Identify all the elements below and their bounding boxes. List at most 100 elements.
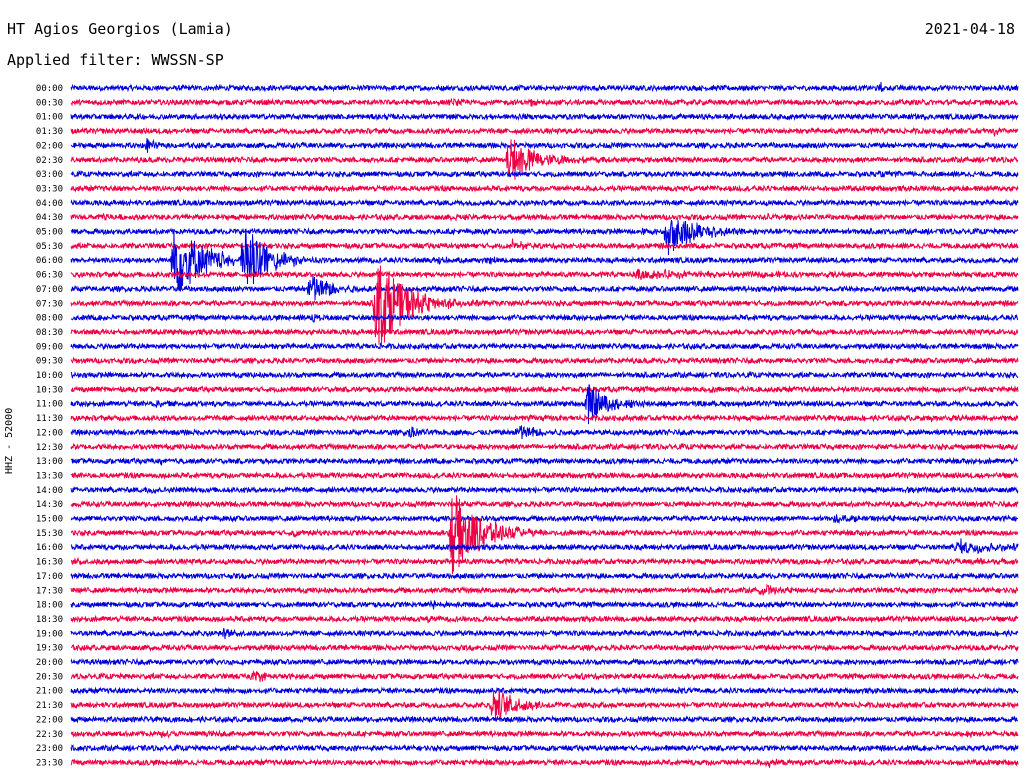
row-time-label: 15:00	[36, 515, 63, 525]
row-time-label: 03:00	[36, 170, 63, 180]
trace-02-00	[70, 138, 1019, 153]
row-time-label: 02:00	[36, 141, 63, 151]
row-time-label: 21:30	[36, 701, 63, 711]
row-time-label: 20:30	[36, 672, 63, 682]
trace-02-30	[70, 139, 1019, 180]
row-time-label: 12:00	[36, 428, 63, 438]
row-time-label: 10:30	[36, 385, 63, 395]
row-time-label: 17:00	[36, 572, 63, 582]
row-time-label: 14:30	[36, 500, 63, 510]
row-time-label: 11:30	[36, 414, 63, 424]
row-time-label: 18:00	[36, 601, 63, 611]
trace-18-30	[70, 614, 1019, 624]
trace-14-30	[70, 499, 1019, 509]
trace-23-00	[70, 743, 1019, 753]
row-time-label: 22:00	[36, 715, 63, 725]
trace-16-00	[70, 538, 1019, 554]
row-time-label: 06:30	[36, 271, 63, 281]
row-time-label: 16:30	[36, 558, 63, 568]
trace-03-00	[70, 169, 1019, 179]
row-time-label: 21:00	[36, 687, 63, 697]
row-time-label: 01:30	[36, 127, 63, 137]
row-time-label: 05:30	[36, 242, 63, 252]
row-time-label: 17:30	[36, 586, 63, 596]
row-time-label: 02:30	[36, 156, 63, 166]
trace-10-30	[70, 385, 1019, 394]
trace-04-00	[70, 198, 1019, 208]
trace-08-00	[70, 313, 1019, 323]
row-time-label: 11:00	[36, 400, 63, 410]
trace-13-30	[70, 471, 1019, 480]
row-time-label: 08:00	[36, 314, 63, 324]
row-time-label: 04:00	[36, 199, 63, 209]
trace-16-30	[70, 556, 1019, 566]
row-time-label: 14:00	[36, 486, 63, 496]
trace-06-00	[70, 228, 1019, 292]
trace-20-30	[70, 670, 1019, 683]
trace-05-00	[70, 220, 1019, 255]
filter-label: Applied filter: WWSSN-SP	[7, 51, 224, 69]
row-time-label: 23:00	[36, 744, 63, 754]
trace-03-30	[70, 184, 1019, 193]
trace-15-30	[70, 495, 1019, 575]
row-time-label: 12:30	[36, 443, 63, 453]
trace-21-30	[70, 688, 1019, 722]
trace-10-00	[70, 370, 1019, 380]
row-time-label: 13:00	[36, 457, 63, 467]
row-time-label: 06:00	[36, 256, 63, 266]
trace-15-00	[70, 514, 1019, 525]
trace-09-00	[70, 341, 1019, 351]
trace-04-30	[70, 212, 1019, 223]
row-time-label: 10:00	[36, 371, 63, 381]
trace-23-30	[70, 758, 1019, 768]
row-time-label: 08:30	[36, 328, 63, 338]
row-time-label: 07:30	[36, 299, 63, 309]
trace-11-30	[70, 413, 1019, 423]
trace-13-00	[70, 456, 1019, 466]
row-time-label: 07:00	[36, 285, 63, 295]
trace-09-30	[70, 356, 1019, 366]
trace-00-00	[70, 82, 1019, 93]
station-title: HT Agios Georgios (Lamia)	[7, 20, 233, 38]
trace-14-00	[70, 485, 1019, 495]
trace-22-00	[70, 715, 1019, 724]
trace-07-00	[70, 275, 1019, 301]
trace-06-30	[70, 268, 1019, 281]
trace-20-00	[70, 657, 1019, 667]
trace-01-00	[70, 112, 1019, 122]
row-time-label: 00:00	[36, 84, 63, 94]
trace-18-00	[70, 599, 1019, 610]
record-date: 2021-04-18	[924, 20, 1015, 38]
row-time-label: 03:30	[36, 184, 63, 194]
trace-19-30	[70, 643, 1019, 653]
row-time-label: 16:00	[36, 543, 63, 553]
row-time-label: 05:00	[36, 228, 63, 238]
trace-12-00	[70, 425, 1019, 439]
row-time-label: 09:30	[36, 357, 63, 367]
trace-08-30	[70, 327, 1019, 337]
row-time-label: 19:30	[36, 644, 63, 654]
trace-01-30	[70, 126, 1019, 137]
row-time-label: 20:00	[36, 658, 63, 668]
row-time-label: 19:00	[36, 629, 63, 639]
trace-11-00	[70, 384, 1019, 425]
trace-05-30	[70, 238, 1019, 251]
trace-21-00	[70, 686, 1019, 696]
row-time-label: 23:30	[36, 758, 63, 768]
row-time-label: 04:30	[36, 213, 63, 223]
row-time-label: 22:30	[36, 730, 63, 740]
row-time-label: 13:30	[36, 471, 63, 481]
trace-12-30	[70, 442, 1019, 452]
trace-00-30	[70, 97, 1019, 107]
trace-17-30	[70, 583, 1019, 596]
trace-22-30	[70, 729, 1019, 739]
row-time-label: 01:00	[36, 113, 63, 123]
row-time-label: 09:00	[36, 342, 63, 352]
row-time-label: 15:30	[36, 529, 63, 539]
row-time-label: 00:30	[36, 98, 63, 108]
row-time-label: 18:30	[36, 615, 63, 625]
trace-19-00	[70, 628, 1019, 640]
trace-07-30	[70, 265, 1019, 345]
trace-17-00	[70, 571, 1019, 581]
